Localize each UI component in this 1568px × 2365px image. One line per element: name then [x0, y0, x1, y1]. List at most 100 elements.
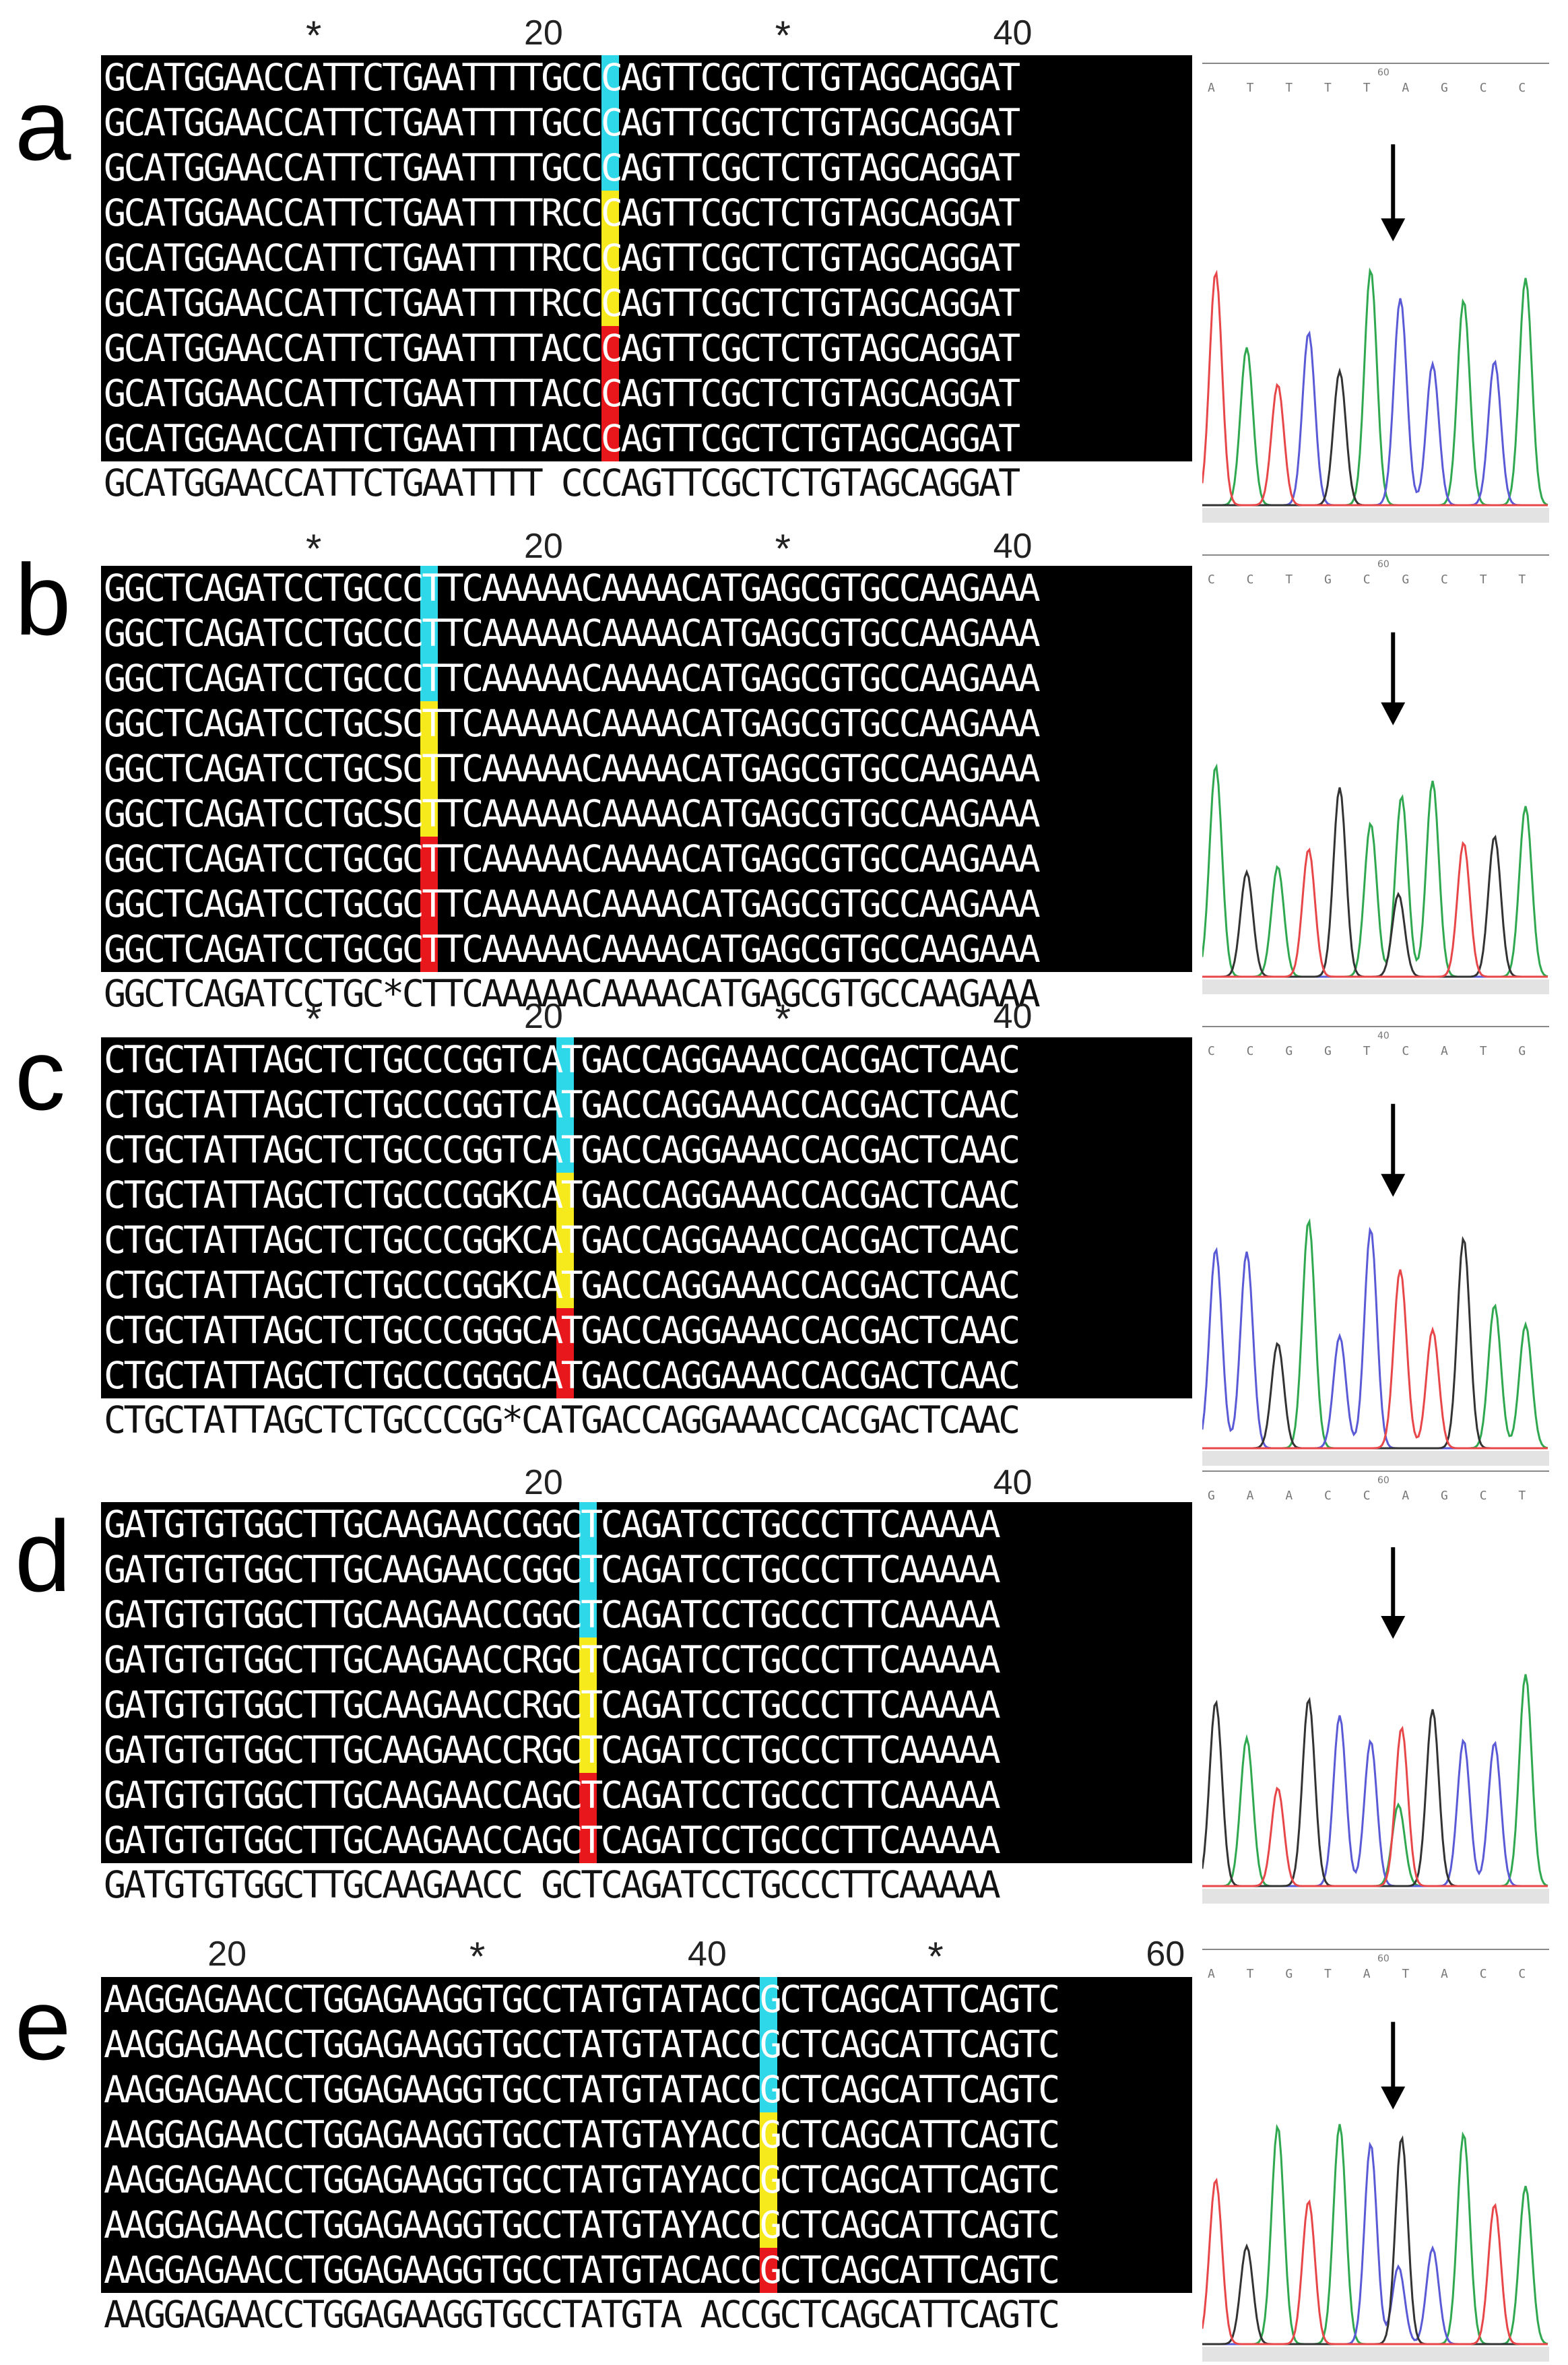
sequence-row: GATGTGTGGCTTGCAAGAACCGGCTCAGATCCTGCCCTTC…: [101, 1547, 1192, 1592]
variant-highlight: [420, 656, 438, 701]
sequence-text: GGCTCAGATCCTGCSCTTCAAAAACAAAACATGAGCGTGC…: [104, 747, 1041, 790]
sequence-row: AAGGAGAACCTGGAGAAGGTGCCTATGTATACCGCTCAGC…: [101, 2022, 1192, 2067]
variant-highlight: [556, 1308, 574, 1353]
sequence-row: CTGCTATTAGCTCTGCCCGGKCATGACCAGGAAACCACGA…: [101, 1218, 1192, 1263]
sequence-alignment-box: GGCTCAGATCCTGCCCTTCAAAAACAAAACATGAGCGTGC…: [101, 566, 1192, 972]
variant-highlight: [601, 281, 620, 326]
variant-highlight: [579, 1592, 597, 1638]
chromatogram-baseline-bar: [1202, 508, 1549, 523]
chromatogram-position-number: 40: [1377, 1031, 1390, 1041]
sequence-text: GGCTCAGATCCTGCGCTTCAAAAACAAAACATGAGCGTGC…: [104, 882, 1041, 926]
chromatogram-trace: C C T G C G C T T C 60: [1202, 552, 1549, 997]
sequence-text: CTGCTATTAGCTCTGCCCGGTCATGACCAGGAAACCACGA…: [104, 1038, 1020, 1081]
sequence-text: GGCTCAGATCCTGCGCTTCAAAAACAAAACATGAGCGTGC…: [104, 837, 1041, 880]
chromatogram-base-calls: G A A C C A G C T C A: [1208, 1489, 1549, 1503]
chromatogram-position-number: 60: [1377, 559, 1390, 570]
chromatogram-position-number: 60: [1377, 1953, 1390, 1964]
sequence-text: CTGCTATTAGCTCTGCCCGGTCATGACCAGGAAACCACGA…: [104, 1083, 1020, 1126]
chromatogram-trace-line: [1202, 2141, 1548, 2345]
sequence-row: GATGTGTGGCTTGCAAGAACCAGCTCAGATCCTGCCCTTC…: [101, 1818, 1192, 1863]
consensus-sequence: AAGGAGAACCTGGAGAAGGTGCCTATGTA ACCGCTCAGC…: [101, 2294, 1195, 2335]
variant-highlight: [601, 191, 620, 236]
sequence-text: GATGTGTGGCTTGCAAGAACCRGCTCAGATCCTGCCCTTC…: [104, 1683, 1001, 1726]
panel-label-d: d: [15, 1499, 71, 1613]
sequence-row: GCATGGAACCATTCTGAATTTTACCCAGTTCGCTCTGTAG…: [101, 371, 1192, 416]
sequence-row: CTGCTATTAGCTCTGCCCGGTCATGACCAGGAAACCACGA…: [101, 1082, 1192, 1128]
sequence-text: CTGCTATTAGCTCTGCCCGGTCATGACCAGGAAACCACGA…: [104, 1128, 1020, 1171]
variant-arrowhead-icon: [1381, 702, 1406, 725]
sequence-row: GATGTGTGGCTTGCAAGAACCGGCTCAGATCCTGCCCTTC…: [101, 1502, 1192, 1547]
sequence-row: GGCTCAGATCCTGCSCTTCAAAAACAAAACATGAGCGTGC…: [101, 701, 1192, 746]
ruler-star-mark: *: [306, 526, 322, 571]
variant-highlight: [556, 1082, 574, 1128]
ruler-position-label: 40: [993, 527, 1033, 566]
ruler-position-label: 20: [524, 13, 563, 53]
panel-label-b: b: [15, 543, 71, 656]
variant-arrowhead-icon: [1381, 218, 1406, 242]
sequence-row: AAGGAGAACCTGGAGAAGGTGCCTATGTAYACCGCTCAGC…: [101, 2112, 1192, 2158]
chromatogram-base-calls: A T T T T A G C C C A: [1208, 81, 1549, 95]
sequence-row: CTGCTATTAGCTCTGCCCGGTCATGACCAGGAAACCACGA…: [101, 1128, 1192, 1173]
chromatogram-trace: A T G T A T A C C G 60: [1202, 1947, 1549, 2364]
chromatogram-trace-line: [1202, 1697, 1548, 1887]
chromatogram-trace-line: [1202, 841, 1548, 978]
chromatogram-baseline-bar: [1202, 1451, 1549, 1466]
ruler-position-label: 40: [993, 13, 1033, 53]
chromatogram-trace-line: [1202, 1269, 1548, 1450]
sequence-alignment-box: AAGGAGAACCTGGAGAAGGTGCCTATGTATACCGCTCAGC…: [101, 1977, 1192, 2293]
sequence-row: GCATGGAACCATTCTGAATTTTRCCCAGTTCGCTCTGTAG…: [101, 236, 1192, 281]
chromatogram-trace: A T T T T A G C C C A 60: [1202, 61, 1549, 525]
sequence-text: GCATGGAACCATTCTGAATTTTGCCCAGTTCGCTCTGTAG…: [104, 146, 1020, 189]
ruler-position-label: 40: [688, 1935, 727, 1974]
sequence-text: AAGGAGAACCTGGAGAAGGTGCCTATGTAYACCGCTCAGC…: [104, 2158, 1060, 2201]
sequence-row: GCATGGAACCATTCTGAATTTTGCCCAGTTCGCTCTGTAG…: [101, 145, 1192, 191]
variant-highlight: [420, 791, 438, 837]
sequence-row: GGCTCAGATCCTGCSCTTCAAAAACAAAACATGAGCGTGC…: [101, 746, 1192, 791]
sequence-text: CTGCTATTAGCTCTGCCCGGKCATGACCAGGAAACCACGA…: [104, 1264, 1020, 1307]
ruler-star-mark: *: [775, 996, 791, 1041]
ruler-position-label: 60: [1146, 1935, 1185, 1974]
sequence-text: CTGCTATTAGCTCTGCCCGGGCATGACCAGGAAACCACGA…: [104, 1309, 1020, 1352]
chromatogram-trace: C C G G T C A T G A 40: [1202, 1024, 1549, 1468]
variant-highlight: [601, 416, 620, 461]
variant-highlight: [760, 2022, 778, 2067]
sequence-alignment-box: GCATGGAACCATTCTGAATTTTGCCCAGTTCGCTCTGTAG…: [101, 55, 1192, 461]
chromatogram-base-calls: C C G G T C A T G A: [1208, 1044, 1549, 1058]
variant-highlight: [556, 1218, 574, 1263]
sequence-text: GATGTGTGGCTTGCAAGAACCAGCTCAGATCCTGCCCTTC…: [104, 1774, 1001, 1817]
sequence-text: GATGTGTGGCTTGCAAGAACCGGCTCAGATCCTGCCCTTC…: [104, 1593, 1001, 1636]
variant-highlight: [579, 1502, 597, 1547]
sequence-row: AAGGAGAACCTGGAGAAGGTGCCTATGTATACCGCTCAGC…: [101, 1977, 1192, 2022]
sequence-text: AAGGAGAACCTGGAGAAGGTGCCTATGTATACCGCTCAGC…: [104, 2068, 1060, 2111]
sequence-row: CTGCTATTAGCTCTGCCCGGKCATGACCAGGAAACCACGA…: [101, 1263, 1192, 1308]
sequence-text: AAGGAGAACCTGGAGAAGGTGCCTATGTACACCGCTCAGC…: [104, 2248, 1060, 2292]
variant-highlight: [579, 1638, 597, 1683]
panel-label-c: c: [15, 1018, 65, 1131]
variant-highlight: [760, 2112, 778, 2158]
variant-highlight: [556, 1173, 574, 1218]
variant-highlight: [556, 1353, 574, 1398]
variant-highlight: [420, 746, 438, 791]
sequence-row: GGCTCAGATCCTGCCCTTCAAAAACAAAACATGAGCGTGC…: [101, 611, 1192, 656]
variant-highlight: [420, 566, 438, 611]
ruler-position-label: 40: [993, 997, 1033, 1036]
sequence-row: GCATGGAACCATTCTGAATTTTGCCCAGTTCGCTCTGTAG…: [101, 55, 1192, 100]
chromatogram-base-calls: A T G T A T A C C G: [1208, 1967, 1549, 1981]
variant-arrowhead-icon: [1381, 2086, 1406, 2110]
sequence-text: GATGTGTGGCTTGCAAGAACCGGCTCAGATCCTGCCCTTC…: [104, 1503, 1001, 1546]
sequence-text: GATGTGTGGCTTGCAAGAACCRGCTCAGATCCTGCCCTTC…: [104, 1728, 1001, 1772]
ruler-star-mark: *: [775, 13, 791, 58]
panel-label-a: a: [15, 68, 71, 181]
chromatogram-baseline-bar: [1202, 1889, 1549, 1904]
chromatogram-trace-line: [1202, 2123, 1548, 2345]
sequence-row: CTGCTATTAGCTCTGCCCGGGCATGACCAGGAAACCACGA…: [101, 1353, 1192, 1398]
variant-highlight: [601, 371, 620, 416]
sequence-text: GCATGGAACCATTCTGAATTTTGCCCAGTTCGCTCTGTAG…: [104, 56, 1020, 99]
variant-highlight: [601, 236, 620, 281]
position-ruler: * 20 * 40: [101, 525, 1192, 571]
sequence-row: GATGTGTGGCTTGCAAGAACCGGCTCAGATCCTGCCCTTC…: [101, 1592, 1192, 1638]
sequence-row: GATGTGTGGCTTGCAAGAACCRGCTCAGATCCTGCCCTTC…: [101, 1683, 1192, 1728]
sequence-text: AAGGAGAACCTGGAGAAGGTGCCTATGTAYACCGCTCAGC…: [104, 2113, 1060, 2156]
sequence-row: GGCTCAGATCCTGCCCTTCAAAAACAAAACATGAGCGTGC…: [101, 566, 1192, 611]
sequence-alignment-box: GATGTGTGGCTTGCAAGAACCGGCTCAGATCCTGCCCTTC…: [101, 1502, 1192, 1863]
